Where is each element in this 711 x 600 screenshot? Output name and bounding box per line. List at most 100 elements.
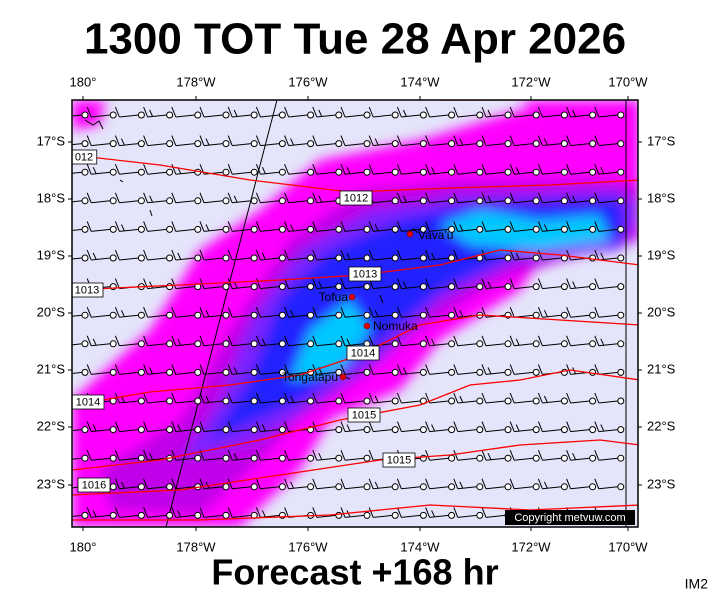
barb-staff — [373, 314, 393, 318]
barb-flag — [594, 164, 600, 175]
barb-flag — [543, 395, 548, 403]
barb-staff — [203, 400, 224, 404]
wind-barb — [566, 450, 597, 462]
barb-staff — [91, 257, 111, 261]
wind-barb — [509, 478, 540, 491]
barb-flag — [368, 307, 374, 318]
barb-station — [137, 397, 145, 405]
barb-station — [560, 168, 568, 176]
barb-flag — [143, 392, 149, 404]
barb-staff — [570, 486, 590, 490]
barb-flag — [205, 395, 210, 403]
barb-station — [166, 254, 174, 262]
wind-barb — [255, 192, 286, 205]
barb-flag — [346, 424, 351, 432]
barb-station — [448, 140, 456, 148]
barb-staff — [485, 343, 506, 347]
barb-flag — [255, 307, 261, 318]
barb-flag — [233, 195, 238, 203]
barb-staff — [542, 343, 562, 347]
barb-staff — [485, 457, 506, 461]
wind-barb — [284, 392, 315, 405]
barb-flag — [255, 164, 261, 175]
barb-staff — [401, 343, 421, 347]
barb-staff — [598, 114, 618, 118]
barb-flag — [431, 424, 436, 432]
barb-staff — [91, 143, 111, 147]
longitude-label: 170°W — [608, 74, 648, 89]
wind-barb — [340, 278, 371, 291]
barb-station — [391, 511, 399, 519]
barb-flag — [143, 249, 149, 261]
barb-flag — [233, 452, 238, 460]
barb-flag — [143, 335, 149, 346]
barb-staff — [288, 257, 308, 261]
latitude-label: 22°S — [37, 418, 66, 433]
barb-flag — [537, 192, 543, 203]
barb-flag — [65, 282, 68, 289]
barb-staff — [91, 228, 111, 232]
barb-station — [222, 254, 230, 262]
barb-flag — [318, 281, 323, 289]
barb-flag — [340, 278, 346, 289]
isobar-label: 1013 — [353, 268, 377, 280]
barb-station — [109, 111, 117, 119]
barb-flag — [453, 335, 459, 346]
barb-station — [222, 426, 230, 434]
barb-station — [250, 426, 258, 434]
barb-station — [560, 140, 568, 148]
barb-flag — [149, 367, 154, 375]
barb-flag — [149, 281, 154, 289]
barb-flag — [566, 249, 572, 261]
barb-flag — [566, 278, 572, 289]
barb-staff — [373, 429, 393, 433]
barb-flag — [65, 453, 68, 460]
wind-barb — [199, 106, 230, 119]
barb-station — [532, 483, 540, 491]
barb-flag — [368, 450, 374, 461]
barb-flag — [205, 481, 210, 489]
wind-barb — [199, 450, 230, 462]
isobar-label: 1015 — [352, 409, 376, 421]
latitude-label: 18°S — [647, 190, 676, 205]
barb-station — [194, 397, 202, 405]
barb-station — [250, 140, 258, 148]
wind-barb — [537, 278, 568, 291]
barb-flag — [143, 450, 149, 461]
barb-staff — [119, 429, 139, 433]
barb-flag — [149, 109, 154, 117]
barb-flag — [594, 278, 600, 289]
isobar-label: 1016 — [82, 479, 106, 491]
wind-barb — [340, 364, 371, 376]
barb-staff — [457, 143, 477, 147]
barb-staff — [91, 200, 111, 204]
barb-flag — [143, 307, 149, 318]
barb-flag — [396, 507, 402, 518]
isobar-labels: 012 1012 1013 1013 1014 1014 1015 1015 1016 — [72, 149, 416, 493]
wind-barb — [396, 421, 427, 434]
copyright-box — [505, 510, 635, 525]
wind-barb — [425, 135, 456, 148]
barb-staff — [91, 457, 111, 461]
barb-flag — [481, 278, 487, 289]
barb-station — [278, 197, 286, 205]
barb-station — [250, 454, 258, 462]
barb-flag — [86, 221, 92, 232]
latitude-label: 23°S — [37, 476, 66, 491]
barb-station — [194, 254, 202, 262]
wind-barb — [453, 135, 484, 148]
barb-station — [335, 454, 343, 462]
barb-staff — [232, 143, 252, 147]
barb-flag — [205, 138, 210, 146]
barb-flag — [537, 478, 543, 489]
barb-flag — [290, 309, 295, 317]
wind-barb — [453, 421, 484, 434]
barb-station — [448, 340, 456, 348]
wind-barb — [284, 106, 315, 119]
wind-barb — [312, 392, 343, 405]
barb-flag — [284, 507, 290, 518]
barb-flag — [255, 249, 261, 261]
barb-staff — [429, 200, 449, 204]
barb-flag — [92, 166, 97, 174]
barb-station — [166, 426, 174, 434]
